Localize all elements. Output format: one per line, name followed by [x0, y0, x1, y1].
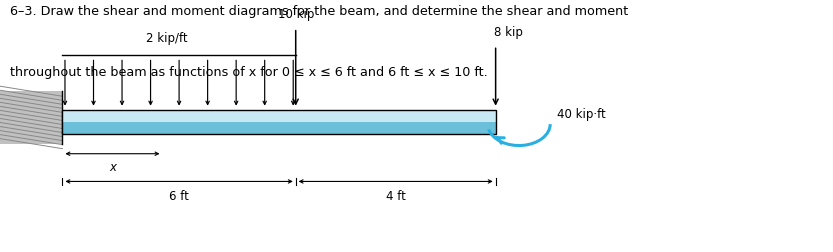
Text: x: x	[109, 161, 116, 174]
Bar	[0, 91, 62, 144]
Text: 10 kip: 10 kip	[277, 8, 314, 21]
Text: 6–3. Draw the shear and moment diagrams for the beam, and determine the shear an: 6–3. Draw the shear and moment diagrams …	[10, 5, 628, 18]
Bar	[62, 110, 496, 134]
Text: 2 kip/ft: 2 kip/ft	[146, 32, 187, 45]
Text: throughout the beam as functions of x for 0 ≤ x ≤ 6 ft and 6 ft ≤ x ≤ 10 ft.: throughout the beam as functions of x fo…	[10, 66, 488, 79]
Bar	[62, 110, 496, 122]
Text: 4 ft: 4 ft	[386, 190, 406, 203]
Text: 6 ft: 6 ft	[169, 190, 189, 203]
Bar	[62, 122, 496, 134]
Text: 40 kip·ft: 40 kip·ft	[556, 108, 606, 120]
Text: 8 kip: 8 kip	[494, 26, 523, 39]
